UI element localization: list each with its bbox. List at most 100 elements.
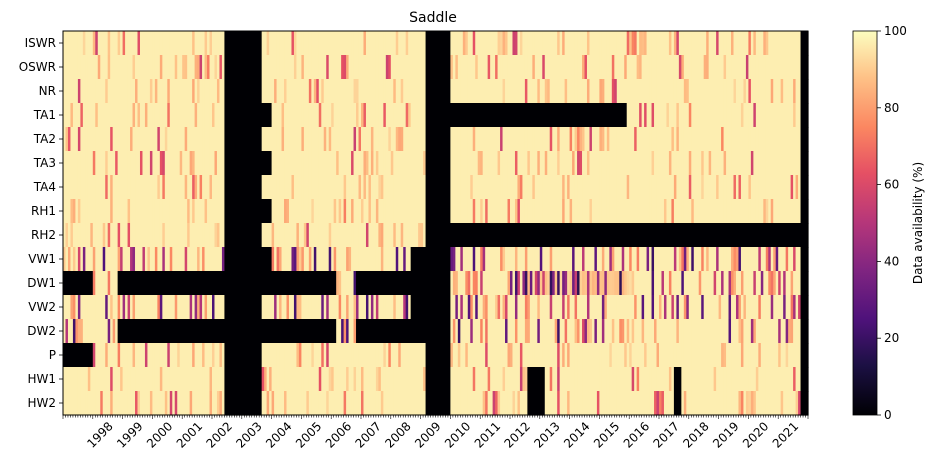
heatmap-cell xyxy=(465,127,469,152)
heatmap-cell xyxy=(351,247,355,272)
heatmap-cell xyxy=(554,223,558,248)
heatmap-cell xyxy=(410,175,414,200)
heatmap-cell xyxy=(67,175,72,200)
heatmap-cell xyxy=(661,103,665,128)
heatmap-cell xyxy=(75,31,79,56)
heatmap-cell xyxy=(636,319,640,344)
heatmap-cell xyxy=(241,343,245,368)
heatmap-cell xyxy=(318,247,322,272)
heatmap-cell xyxy=(132,343,136,368)
heatmap-cell xyxy=(713,223,717,248)
heatmap-cell xyxy=(437,223,442,248)
heatmap-cell xyxy=(591,343,596,368)
heatmap-cell xyxy=(125,127,129,152)
heatmap-cell xyxy=(425,295,429,320)
heatmap-cell xyxy=(110,295,114,320)
heatmap-cell xyxy=(182,127,186,152)
heatmap-cell xyxy=(117,271,121,296)
heatmap-cell xyxy=(433,247,437,272)
heatmap-cell xyxy=(584,271,588,296)
heatmap-cell xyxy=(234,103,238,128)
heatmap-cell xyxy=(348,31,352,56)
heatmap-cell xyxy=(313,319,317,344)
heatmap-cell xyxy=(693,391,697,416)
heatmap-cell xyxy=(552,199,556,224)
heatmap-cell xyxy=(288,79,293,104)
heatmap-cell xyxy=(656,175,660,200)
heatmap-cell xyxy=(760,199,764,224)
heatmap-cell xyxy=(269,151,273,176)
heatmap-cell xyxy=(763,295,767,320)
heatmap-cell xyxy=(264,367,268,392)
heatmap-cell xyxy=(740,247,745,272)
heatmap-cell xyxy=(341,175,345,200)
heatmap-cell xyxy=(189,55,193,80)
heatmap-cell xyxy=(214,127,218,152)
heatmap-cell xyxy=(567,271,571,296)
heatmap-cell xyxy=(135,103,139,128)
heatmap-cell xyxy=(681,55,685,80)
heatmap-cell xyxy=(157,55,161,80)
heatmap-cell xyxy=(251,103,255,128)
heatmap-cell xyxy=(450,319,454,344)
heatmap-cell xyxy=(646,391,650,416)
heatmap-cell xyxy=(370,247,375,272)
heatmap-cell xyxy=(582,343,586,368)
heatmap-cell xyxy=(621,271,625,296)
heatmap-cell xyxy=(430,151,434,176)
heatmap-cell xyxy=(696,151,700,176)
heatmap-cell xyxy=(624,103,628,128)
heatmap-cell xyxy=(254,319,258,344)
heatmap-cell xyxy=(701,271,705,296)
heatmap-cell xyxy=(293,319,298,344)
heatmap-cell xyxy=(370,31,375,56)
heatmap-cell xyxy=(353,199,357,224)
heatmap-cell xyxy=(641,55,645,80)
heatmap-cell xyxy=(507,55,511,80)
heatmap-cell xyxy=(435,127,439,152)
heatmap-cell xyxy=(582,103,586,128)
heatmap-cell xyxy=(706,127,710,152)
heatmap-cell xyxy=(110,31,114,56)
heatmap-cell xyxy=(763,367,767,392)
heatmap-cell xyxy=(353,223,357,248)
heatmap-cell xyxy=(328,367,332,392)
heatmap-cell xyxy=(179,343,183,368)
heatmap-cell xyxy=(544,391,548,416)
heatmap-cell xyxy=(216,79,221,104)
heatmap-cell xyxy=(239,271,243,296)
heatmap-cell xyxy=(500,127,504,152)
heatmap-cell xyxy=(798,199,802,224)
heatmap-cell xyxy=(321,55,325,80)
heatmap-cell xyxy=(703,391,707,416)
heatmap-cell xyxy=(276,199,280,224)
heatmap-cell xyxy=(182,31,186,56)
heatmap-cell xyxy=(102,367,106,392)
heatmap-cell xyxy=(775,199,779,224)
heatmap-cell xyxy=(773,295,777,320)
heatmap-cell xyxy=(455,223,459,248)
heatmap-cell xyxy=(606,391,610,416)
heatmap-cell xyxy=(450,295,454,320)
heatmap-cell xyxy=(430,199,434,224)
heatmap-cell xyxy=(254,31,258,56)
heatmap-cell xyxy=(221,319,226,344)
heatmap-cell xyxy=(365,55,370,80)
heatmap-cell xyxy=(678,31,682,56)
heatmap-cell xyxy=(229,103,233,128)
heatmap-cell xyxy=(452,391,456,416)
heatmap-cell xyxy=(177,343,181,368)
heatmap-cell xyxy=(358,247,362,272)
heatmap-cell xyxy=(365,31,370,56)
heatmap-cell xyxy=(271,199,275,224)
heatmap-cell xyxy=(137,319,141,344)
heatmap-cell xyxy=(763,55,767,80)
heatmap-cell xyxy=(569,223,573,248)
heatmap-cell xyxy=(482,151,486,176)
heatmap-cell xyxy=(395,127,399,152)
heatmap-cell xyxy=(308,79,312,104)
heatmap-cell xyxy=(112,103,116,128)
heatmap-cell xyxy=(135,127,139,152)
heatmap-cell xyxy=(440,55,444,80)
heatmap-cell xyxy=(765,199,769,224)
